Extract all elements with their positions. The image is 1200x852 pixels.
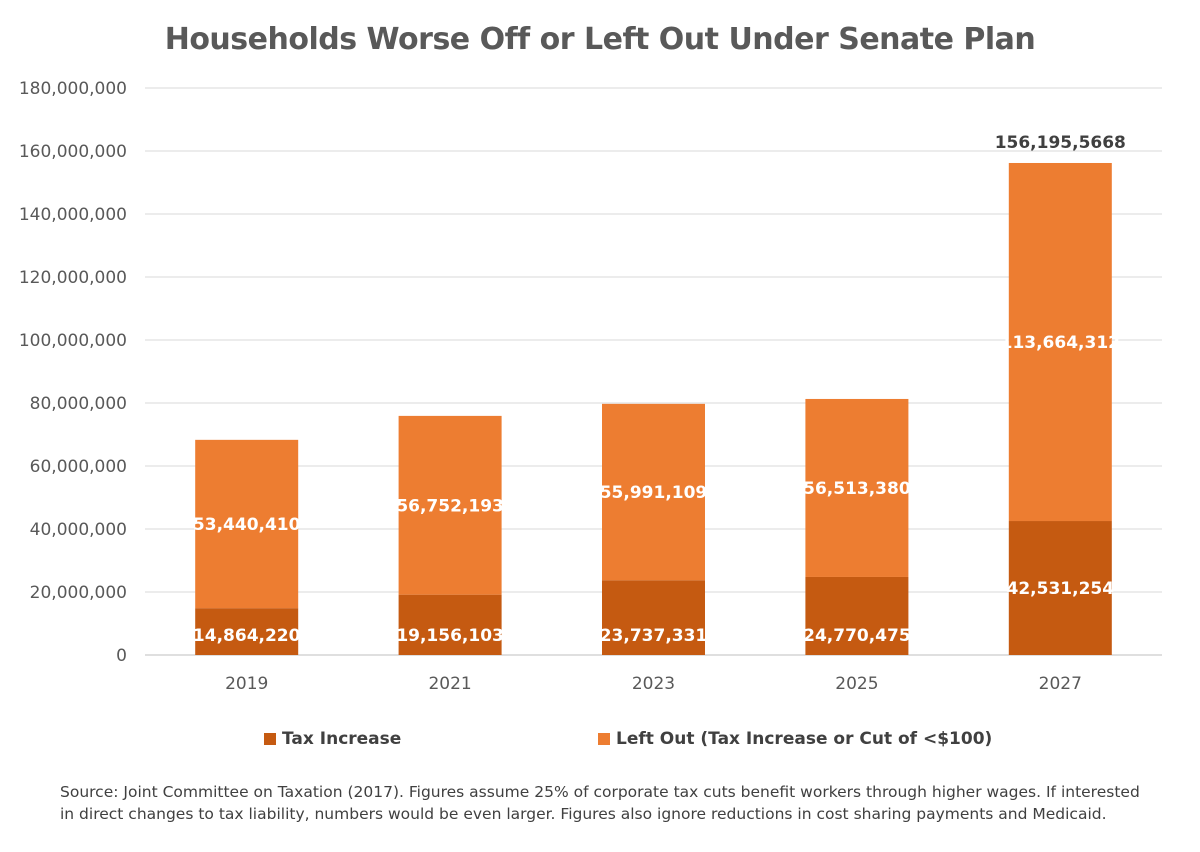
bar-segment-tax-increase (1008, 521, 1112, 655)
bar-segment-tax-increase (602, 580, 705, 655)
data-label-left-out: 53,440,410 (193, 515, 301, 535)
y-tick-label: 20,000,000 (30, 583, 127, 603)
bar-segment-left-out (805, 398, 909, 577)
stacked-bar-chart: 0 20,000,000 40,000,000 60,000,000 80,000,00… (19, 79, 1162, 694)
y-tick-label: 120,000,000 (19, 268, 127, 288)
x-tick-label: 2025 (835, 674, 878, 694)
data-label-tax-increase: 42,531,254 (1007, 579, 1115, 599)
data-label-tax-increase: 24,770,475 (803, 626, 911, 646)
bar-segment-tax-increase (195, 608, 299, 655)
y-tick-label: 0 (116, 646, 127, 666)
source-note: Source: Joint Committee on Taxation (201… (60, 783, 1140, 823)
data-label-left-out: 113,664,312 (1001, 333, 1120, 353)
legend: Tax Increase Left Out (Tax Increase or C… (0, 729, 1200, 751)
bar-segment-left-out (602, 403, 705, 581)
bar-segment-tax-increase (398, 594, 502, 655)
y-tick-label: 140,000,000 (19, 205, 127, 225)
x-tick-label: 2023 (632, 674, 675, 694)
data-label-left-out: 56,513,380 (803, 479, 911, 499)
data-label-tax-increase: 19,156,103 (396, 626, 504, 646)
legend-label-tax-increase: Tax Increase (282, 729, 402, 749)
y-tick-label: 180,000,000 (19, 79, 127, 99)
legend-label-left-out: Left Out (Tax Increase or Cut of <$100) (616, 729, 993, 749)
legend-swatch-tax-increase (264, 733, 276, 745)
x-tick-label: 2019 (225, 674, 268, 694)
data-label-tax-increase: 14,864,220 (193, 626, 301, 646)
x-tick-label: 2027 (1039, 674, 1082, 694)
y-tick-label: 100,000,000 (19, 331, 127, 351)
y-tick-label: 80,000,000 (30, 394, 127, 414)
data-label-left-out: 56,752,193 (396, 496, 504, 516)
bar-segment-left-out (398, 415, 502, 595)
legend-item-tax-increase: Tax Increase (264, 729, 401, 749)
y-tick-label: 40,000,000 (30, 520, 127, 540)
bar-segment-tax-increase (805, 576, 909, 655)
bar-segment-left-out (195, 439, 299, 609)
total-label: 156,195,5668 (995, 133, 1126, 153)
y-tick-label: 60,000,000 (30, 457, 127, 477)
chart-title: Households Worse Off or Left Out Under S… (164, 22, 1036, 57)
data-label-left-out: 55,991,109 (600, 483, 708, 503)
data-label-tax-increase: 23,737,331 (600, 626, 708, 646)
legend-item-left-out: Left Out (Tax Increase or Cut of <$100) (598, 729, 992, 749)
x-tick-label: 2021 (428, 674, 471, 694)
legend-swatch-left-out (598, 733, 610, 745)
bar-segment-left-out (1008, 162, 1112, 522)
y-tick-label: 160,000,000 (19, 142, 127, 162)
